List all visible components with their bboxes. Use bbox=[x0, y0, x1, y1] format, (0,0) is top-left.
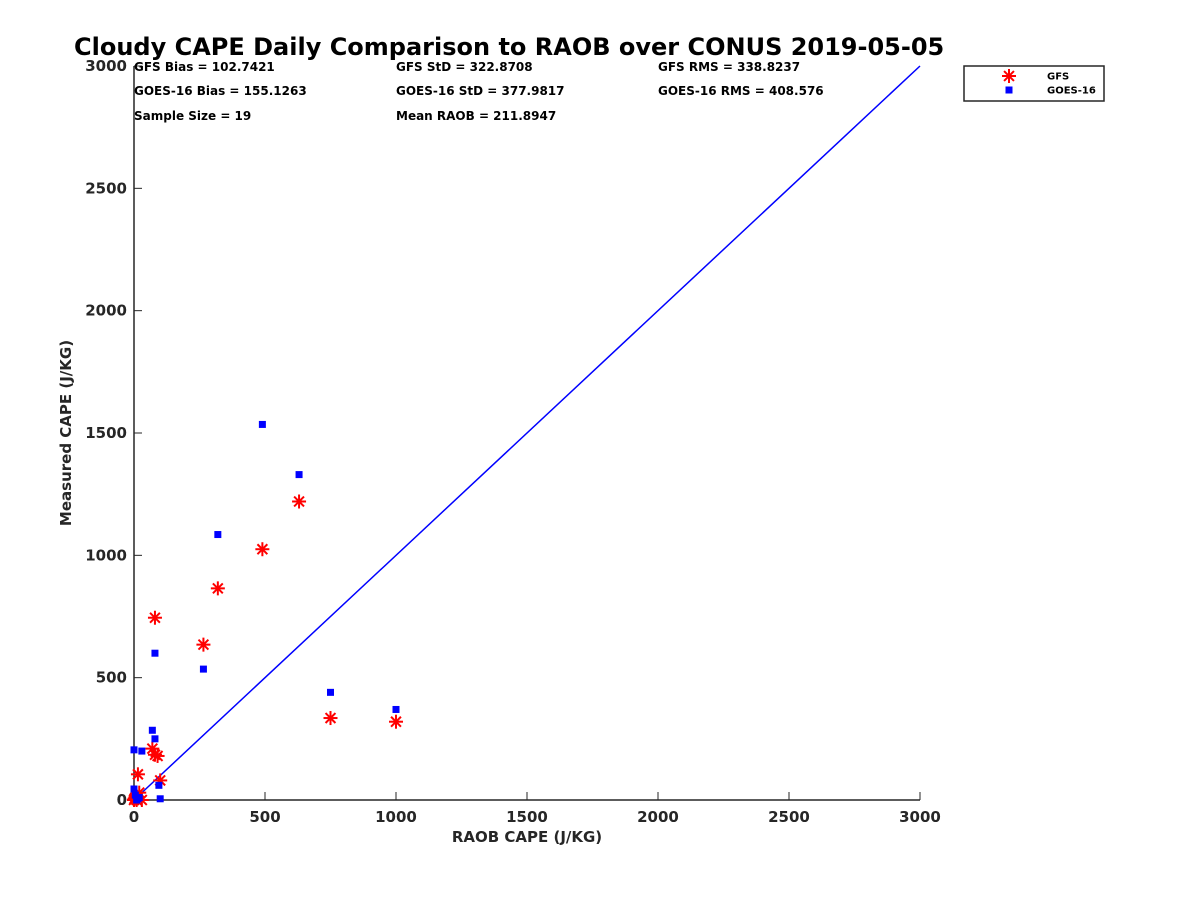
goes16-point bbox=[148, 726, 156, 734]
gfs-point bbox=[130, 767, 145, 782]
x-tick-label: 1500 bbox=[506, 808, 548, 826]
gfs-point bbox=[196, 637, 211, 652]
goes16-point bbox=[214, 531, 222, 539]
chart-title: Cloudy CAPE Daily Comparison to RAOB ove… bbox=[74, 33, 944, 61]
y-tick-label: 0 bbox=[117, 791, 127, 809]
goes16-point bbox=[135, 794, 143, 802]
goes16-point bbox=[199, 665, 207, 673]
gfs-point bbox=[389, 714, 403, 729]
goes16-point bbox=[327, 688, 334, 696]
gfs-point bbox=[150, 748, 165, 763]
y-tick-label: 3000 bbox=[85, 57, 127, 75]
data-points bbox=[127, 420, 403, 807]
reference-line-group bbox=[133, 65, 921, 801]
goes16-point bbox=[392, 705, 400, 713]
legend: GFS GOES-16 bbox=[963, 65, 1105, 102]
goes16-point bbox=[151, 649, 159, 657]
goes16-point bbox=[130, 785, 138, 793]
x-tick-label: 2000 bbox=[637, 808, 679, 826]
y-tick-label: 2000 bbox=[85, 302, 127, 320]
x-tick-label: 3000 bbox=[899, 808, 941, 826]
x-tick-label: 0 bbox=[129, 808, 139, 826]
stat-text: GFS StD = 322.8708 bbox=[396, 60, 533, 74]
goes16-point bbox=[130, 746, 138, 754]
x-axis-title: RAOB CAPE (J/KG) bbox=[452, 828, 602, 846]
one-to-one-line bbox=[133, 65, 921, 801]
stat-text: GFS RMS = 338.8237 bbox=[658, 60, 800, 74]
goes16-point bbox=[156, 795, 164, 803]
series-goes-16 bbox=[130, 420, 400, 804]
goes16-point bbox=[131, 791, 139, 799]
stat-text: GOES-16 RMS = 408.576 bbox=[658, 84, 824, 98]
legend-gfs-marker bbox=[1002, 69, 1016, 83]
gfs-point bbox=[292, 494, 307, 509]
gfs-point bbox=[147, 610, 162, 625]
gfs-point bbox=[323, 711, 338, 726]
x-tick-label: 2500 bbox=[768, 808, 810, 826]
stat-text: Sample Size = 19 bbox=[134, 109, 251, 123]
gfs-point bbox=[153, 773, 168, 788]
x-tick-label: 500 bbox=[249, 808, 280, 826]
y-tick-label: 2500 bbox=[85, 179, 127, 197]
goes16-point bbox=[151, 735, 159, 743]
legend-label: GOES-16 bbox=[1047, 86, 1096, 97]
goes16-point bbox=[155, 781, 163, 789]
axes: 0 500 1000 1500 2000 2500 3000 0 500 1000 1500 2000… bbox=[85, 57, 941, 826]
legend-goes16-marker bbox=[1005, 86, 1013, 94]
stat-text: GOES-16 StD = 377.9817 bbox=[396, 84, 565, 98]
legend-label: GFS bbox=[1047, 72, 1069, 83]
goes16-point bbox=[258, 420, 266, 428]
gfs-point bbox=[255, 542, 270, 557]
legend-box bbox=[963, 65, 1105, 102]
goes16-point bbox=[295, 471, 303, 479]
gfs-point bbox=[210, 581, 225, 596]
y-tick-label: 500 bbox=[96, 669, 127, 687]
stat-text: Mean RAOB = 211.8947 bbox=[396, 109, 556, 123]
stat-text: GFS Bias = 102.7421 bbox=[134, 60, 275, 74]
stat-text: GOES-16 Bias = 155.1263 bbox=[134, 84, 307, 98]
y-tick-label: 1500 bbox=[85, 424, 127, 442]
y-axis-title: Measured CAPE (J/KG) bbox=[57, 340, 75, 526]
stats-block: GFS Bias = 102.7421 GFS StD = 322.8708 GFS… bbox=[134, 60, 824, 123]
x-tick-label: 1000 bbox=[375, 808, 417, 826]
goes16-point bbox=[138, 747, 146, 755]
y-tick-label: 1000 bbox=[85, 546, 127, 564]
